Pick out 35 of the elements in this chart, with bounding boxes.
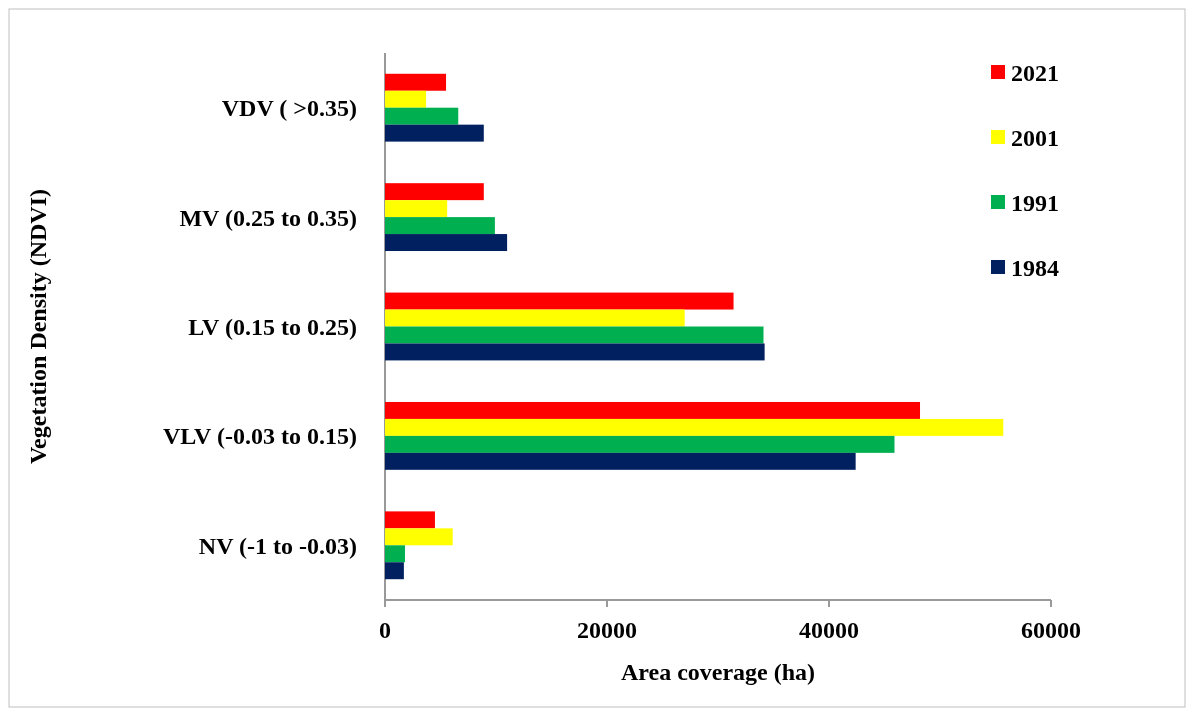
x-axis-title: Area coverage (ha) <box>620 659 816 685</box>
bar <box>385 73 447 91</box>
legend-label: 1991 <box>1011 190 1059 217</box>
bar <box>385 292 734 310</box>
y-tick-label: LV (0.15 to 0.25) <box>188 313 357 340</box>
bar <box>385 107 459 125</box>
x-tick-label: 20000 <box>577 617 637 643</box>
bar <box>385 124 484 142</box>
y-tick-label: VDV ( >0.35) <box>221 95 357 122</box>
bar <box>385 435 895 453</box>
bar <box>385 452 856 470</box>
x-tick-label: 40000 <box>799 617 859 643</box>
bar <box>385 217 495 235</box>
bar <box>385 200 448 218</box>
y-axis-title: Vegetation Density (NDVI) <box>25 188 51 465</box>
legend-label: 2021 <box>1011 60 1059 87</box>
y-tick-label: VLV (-0.03 to 0.15) <box>162 423 357 450</box>
bar <box>385 183 484 201</box>
legend-label: 2001 <box>1011 125 1059 152</box>
x-tick-label: 0 <box>379 617 391 643</box>
x-tick-label: 60000 <box>1021 617 1081 643</box>
legend-label: 1984 <box>1011 255 1059 282</box>
bar <box>385 528 453 546</box>
bar <box>385 401 921 419</box>
bar <box>385 234 508 252</box>
bar <box>385 90 427 108</box>
bar <box>385 511 435 529</box>
y-tick-label: MV (0.25 to 0.35) <box>179 204 357 231</box>
y-tick-label: NV (-1 to -0.03) <box>198 532 357 559</box>
bar <box>385 545 405 563</box>
bar <box>385 343 765 361</box>
bar <box>385 309 685 327</box>
bar <box>385 562 404 580</box>
bar <box>385 326 764 344</box>
bar <box>385 418 1004 436</box>
